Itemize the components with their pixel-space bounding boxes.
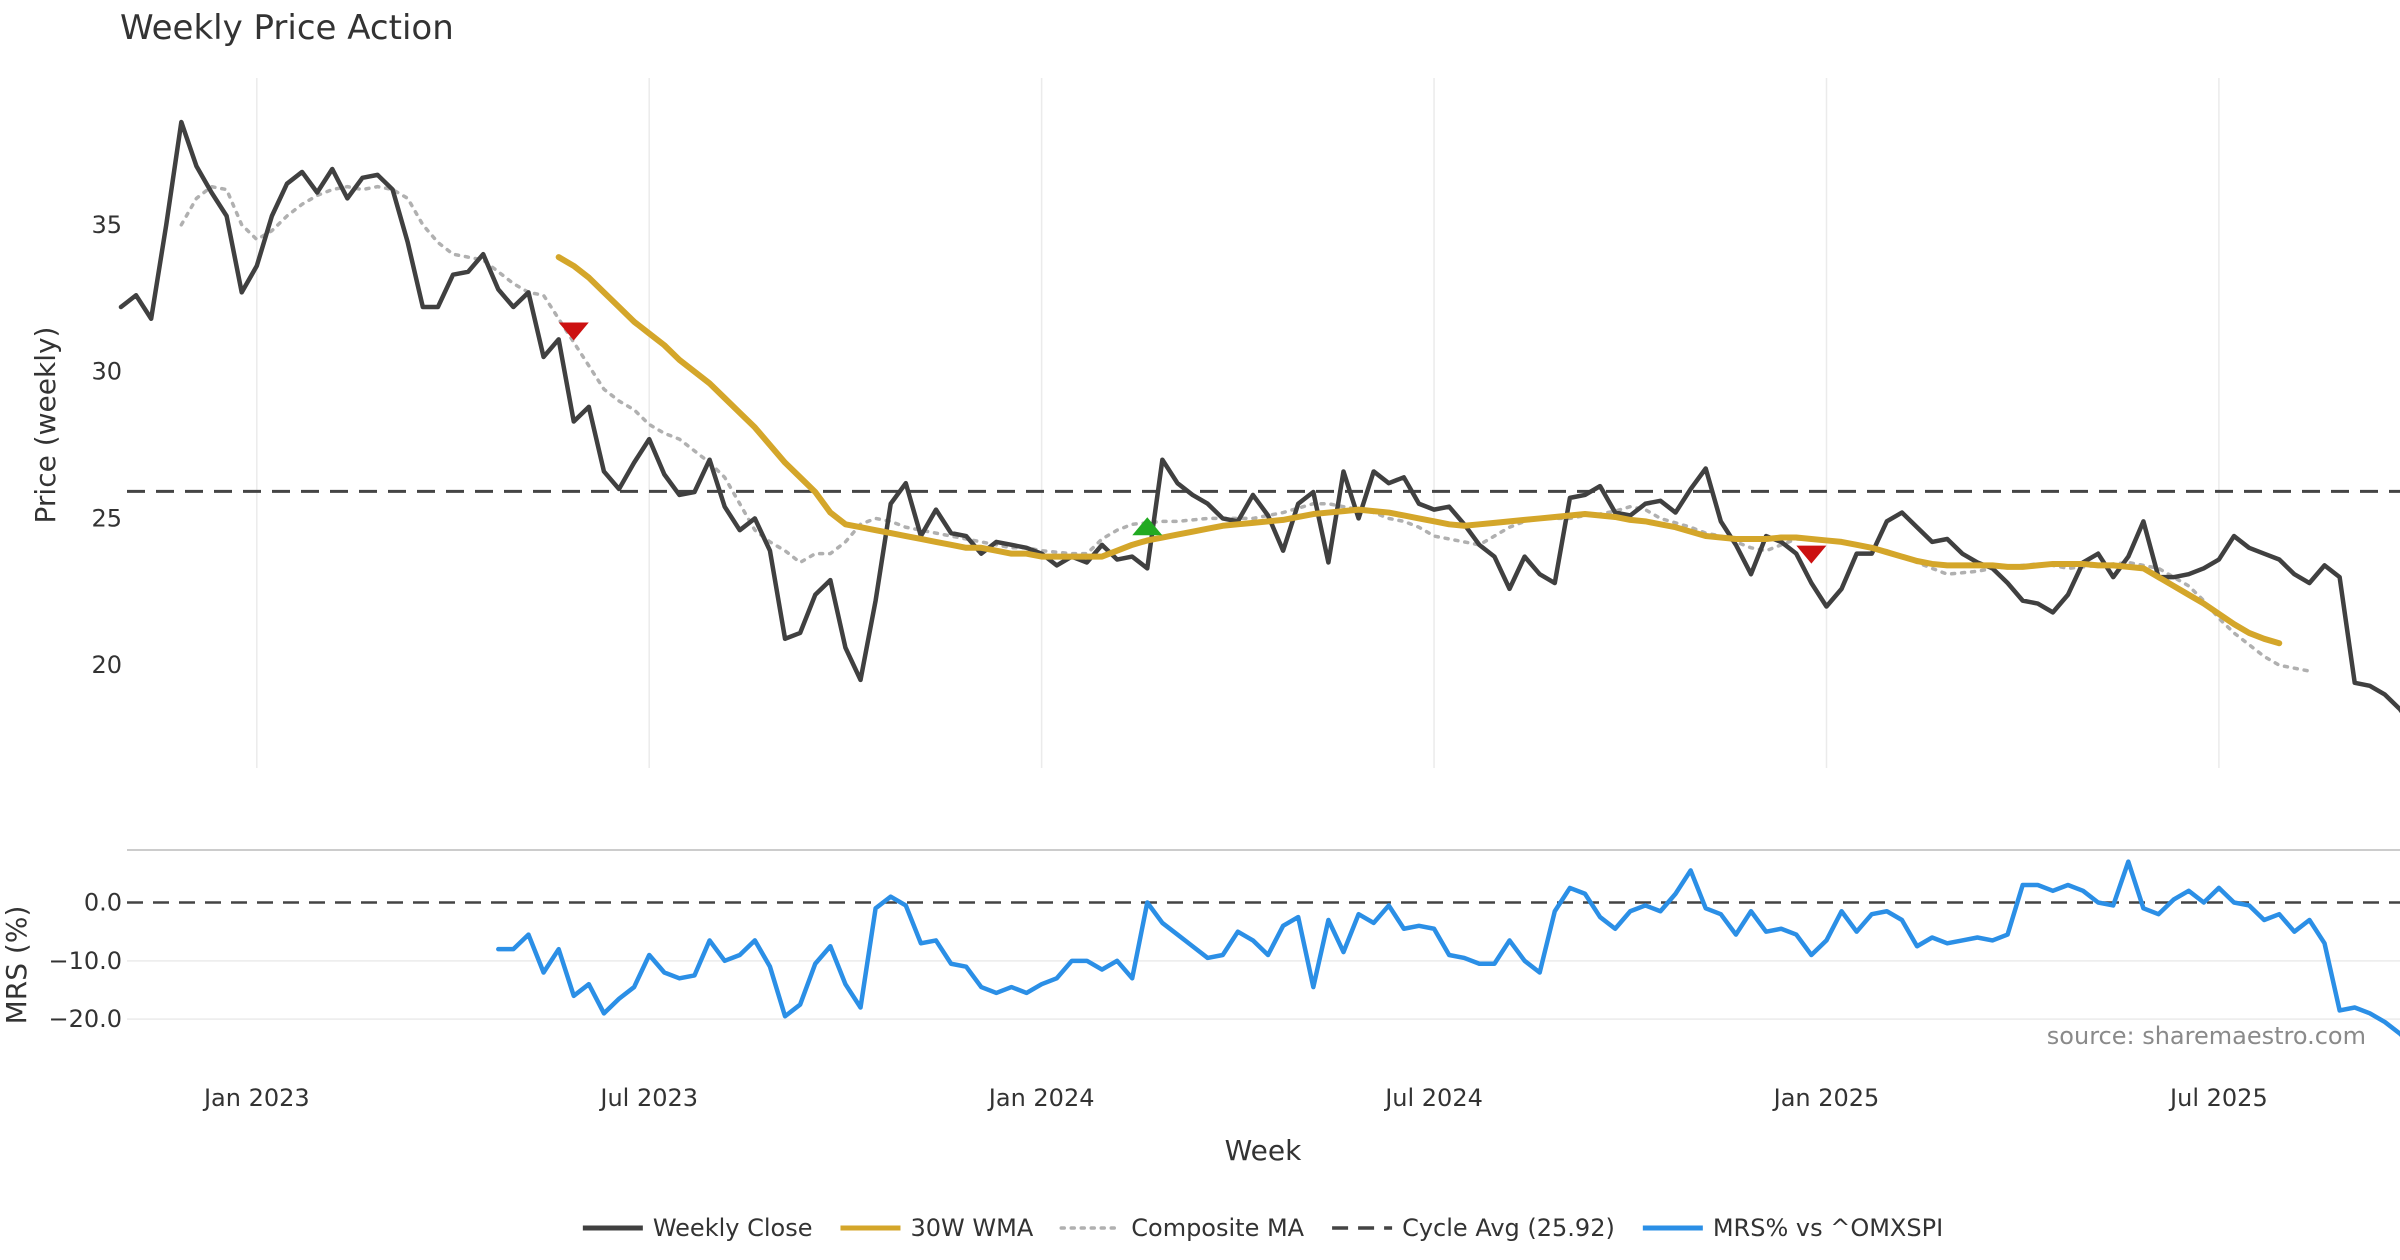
sell-signal-marker-2: [1796, 545, 1827, 564]
buy-signal-marker-1: [1132, 517, 1163, 536]
price-y-axis-label: Price (weekly): [29, 327, 62, 524]
mrs-y-ticks: 0.0 −10.0 −20.0: [48, 889, 122, 1034]
price-y-tick-30: 30: [91, 358, 122, 386]
chart-title: Weekly Price Action: [120, 8, 454, 48]
legend-item-composite-ma: Composite MA: [1059, 1214, 1305, 1242]
price-y-tick-25: 25: [91, 504, 122, 532]
series-line-weekly-close: [118, 119, 2400, 714]
price-y-tick-35: 35: [91, 211, 122, 239]
x-axis-label: Week: [1225, 1134, 1302, 1167]
sell-signal-marker-0: [558, 322, 589, 341]
mrs-series-group: [496, 859, 2400, 1037]
x-tick-jul-2023: Jul 2023: [598, 1084, 698, 1112]
legend-label-mrs-vs-omxspi: MRS% vs ^OMXSPI: [1713, 1214, 1943, 1242]
price-y-ticks: 20 25 30 35: [91, 211, 122, 679]
price-y-tick-20: 20: [91, 651, 122, 679]
legend-item-mrs-vs-omxspi: MRS% vs ^OMXSPI: [1642, 1214, 1943, 1242]
legend-item-30w-wma: 30W WMA: [840, 1214, 1034, 1242]
x-tick-jul-2024: Jul 2024: [1383, 1084, 1483, 1112]
chart-legend: Weekly Close 30W WMA Composite MA Cycle Avg…: [582, 1214, 1943, 1242]
legend-item-weekly-close: Weekly Close: [582, 1214, 813, 1242]
mrs-panel-grid: [127, 960, 2400, 1020]
legend-label-cycle-avg-25-92: Cycle Avg (25.92): [1402, 1214, 1615, 1242]
source-attribution: source: sharemaestro.com: [2047, 1022, 2366, 1050]
mrs-y-tick-2: −20.0: [48, 1005, 122, 1033]
price-panel-grid: [256, 78, 2220, 768]
legend-label-weekly-close: Weekly Close: [653, 1214, 813, 1242]
x-tick-jan-2025: Jan 2025: [1772, 1084, 1880, 1112]
mrs-y-axis-label: MRS (%): [0, 906, 33, 1025]
series-line-30w-wma: [555, 254, 2283, 647]
x-tick-jul-2025: Jul 2025: [2168, 1084, 2268, 1112]
price-series-group: [118, 119, 2400, 714]
series-line-composite-ma: [179, 184, 2312, 673]
series-line-mrs-vs-omxspi: [496, 859, 2400, 1037]
legend-item-cycle-avg-25-92: Cycle Avg (25.92): [1332, 1214, 1615, 1242]
legend-label-composite-ma: Composite MA: [1131, 1214, 1304, 1242]
x-tick-jan-2024: Jan 2024: [987, 1084, 1095, 1112]
mrs-y-tick-1: −10.0: [48, 947, 122, 975]
x-axis-ticks: Jan 2023 Jul 2023 Jan 2024 Jul 2024 Jan 2025…: [202, 1084, 2268, 1112]
mrs-y-tick-0: 0.0: [84, 889, 122, 917]
signal-markers-group: [558, 322, 1827, 564]
legend-label-30w-wma: 30W WMA: [910, 1214, 1033, 1242]
x-tick-jan-2023: Jan 2023: [202, 1084, 310, 1112]
